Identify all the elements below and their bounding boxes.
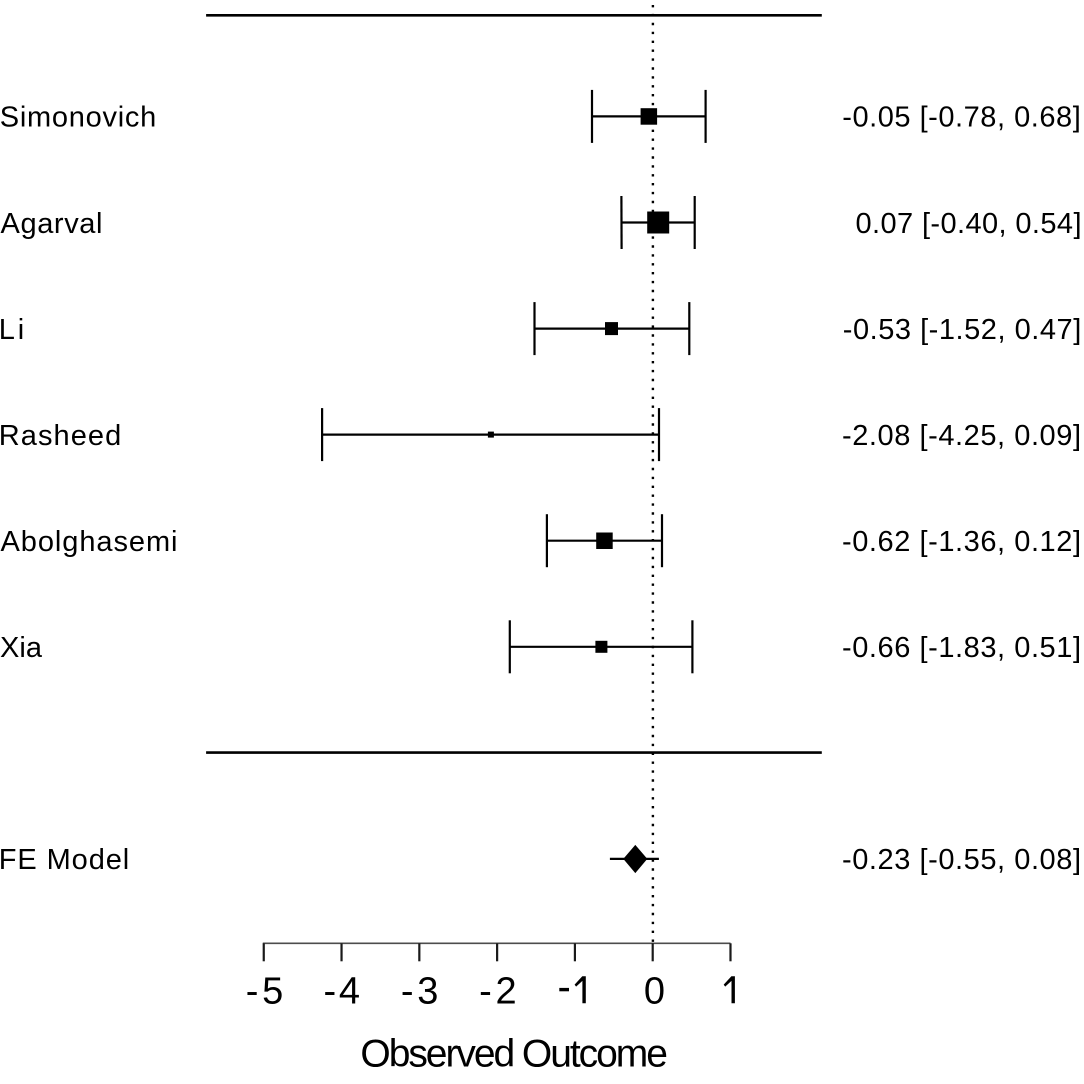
svg-text:-0.23 [-0.55, 0.08]: -0.23 [-0.55, 0.08] [842, 844, 1081, 876]
svg-text:-0.62 [-1.36, 0.12]: -0.62 [-1.36, 0.12] [842, 526, 1081, 558]
svg-text:Abolghasemi: Abolghasemi [1, 526, 178, 558]
svg-text:Li: Li [0, 314, 24, 346]
svg-text:-0.66 [-1.83, 0.51]: -0.66 [-1.83, 0.51] [842, 632, 1081, 664]
svg-text:Agarval: Agarval [1, 208, 103, 240]
svg-text:-0.05 [-0.78, 0.68]: -0.05 [-0.78, 0.68] [842, 102, 1081, 134]
svg-text:-0.53 [-1.52, 0.47]: -0.53 [-1.52, 0.47] [843, 314, 1082, 346]
svg-text:Observed Outcome: Observed Outcome [360, 1032, 668, 1075]
svg-text:Rasheed: Rasheed [0, 420, 121, 452]
svg-text:-2.08 [-4.25, 0.09]: -2.08 [-4.25, 0.09] [842, 420, 1081, 452]
svg-text:0: 0 [644, 970, 665, 1012]
svg-text:FE Model: FE Model [0, 844, 129, 876]
svg-text:0.07 [-0.40, 0.54]: 0.07 [-0.40, 0.54] [856, 208, 1082, 240]
svg-text:Simonovich: Simonovich [0, 102, 156, 134]
svg-text:-5: -5 [246, 970, 284, 1012]
svg-text:Xia: Xia [0, 632, 43, 664]
svg-text:-3: -3 [401, 970, 439, 1012]
svg-text:-2: -2 [479, 970, 517, 1012]
svg-text:-4: -4 [324, 970, 361, 1012]
